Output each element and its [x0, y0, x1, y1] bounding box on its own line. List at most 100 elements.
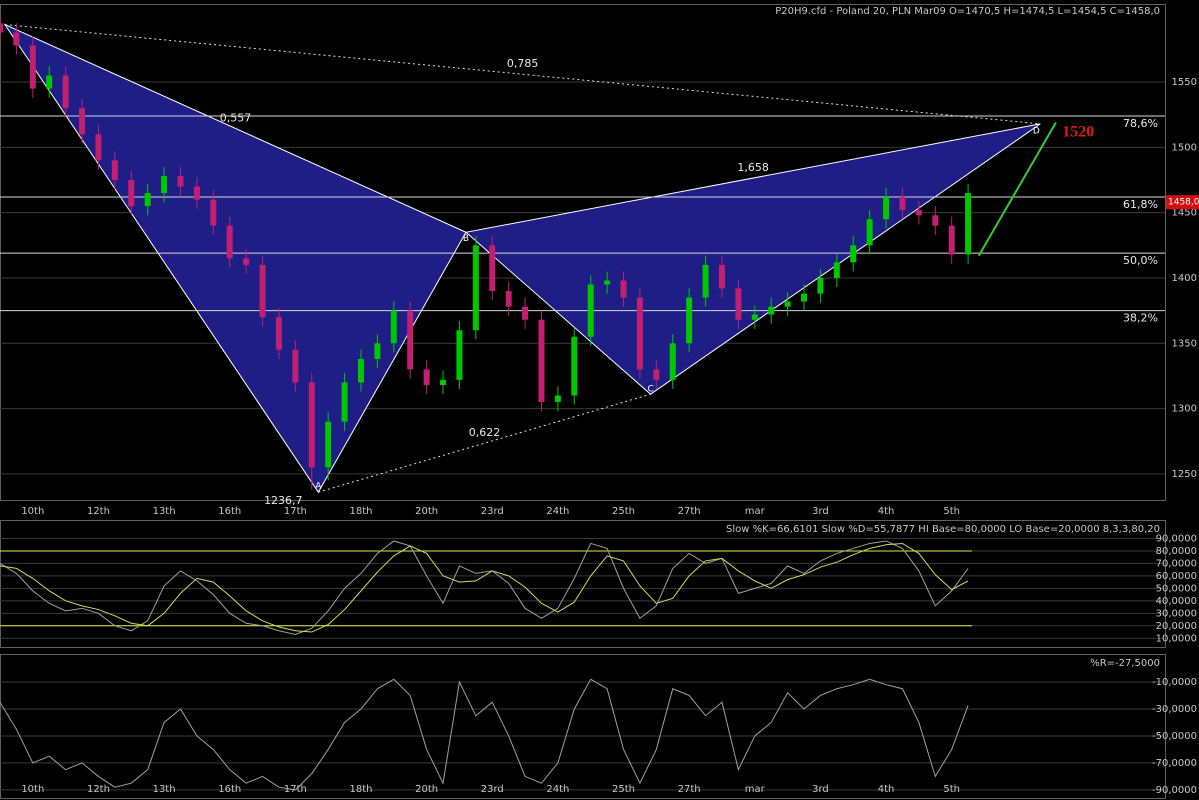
pattern-price-label: 1236,7 [264, 494, 303, 507]
candle-body [636, 297, 643, 370]
x-tick-label: mar [745, 784, 766, 795]
x-tick-label: 24th [546, 506, 569, 517]
candle-body [669, 343, 676, 380]
y-tick-label: 10,0000 [1156, 633, 1197, 644]
x-tick-label: 12th [87, 506, 110, 517]
candle-body [177, 176, 184, 187]
candle-body [489, 245, 496, 292]
candle-body [423, 369, 430, 386]
fib-label: 50,0% [1123, 254, 1158, 267]
candle-body [522, 306, 529, 320]
y-tick-label: 1550 [1172, 77, 1197, 88]
candle-body [587, 284, 594, 337]
y-tick-label: 90,0000 [1156, 533, 1197, 544]
x-tick-label: 18th [349, 784, 372, 795]
candle-body [850, 245, 857, 263]
last-price-tag [1166, 195, 1199, 210]
x-tick-label: 5th [943, 506, 960, 517]
candle-body [735, 288, 742, 320]
candle-body [292, 349, 299, 383]
indicator-line [0, 678, 969, 791]
candle-body [833, 262, 840, 278]
candle-body [702, 264, 709, 298]
y-tick-label: -30,0000 [1152, 704, 1197, 715]
x-tick-label: 17th [284, 506, 307, 517]
y-tick-label: -10,0000 [1152, 677, 1197, 688]
target-label: 1520 [1062, 124, 1094, 141]
candle-body [538, 319, 545, 403]
x-tick-label: 24th [546, 784, 569, 795]
y-tick-label: 1300 [1172, 404, 1197, 415]
x-tick-label: 20th [415, 784, 438, 795]
fib-label: 78,6% [1123, 117, 1158, 130]
panel-title: Slow %K=66,6101 Slow %D=55,7877 HI Base=… [726, 524, 1160, 535]
candle-body [751, 314, 758, 320]
y-tick-label: 20,0000 [1156, 621, 1197, 632]
x-tick-label: 23rd [481, 784, 504, 795]
fib-label: 38,2% [1123, 312, 1158, 325]
candle-body [718, 264, 725, 289]
x-tick-label: 13th [153, 784, 176, 795]
ratio-label: 1,658 [737, 161, 769, 174]
pattern-point-label: A [315, 482, 322, 492]
x-tick-label: 10th [21, 784, 44, 795]
panel-title: P20H9.cfd - Poland 20, PLN Mar09 O=1470,… [775, 6, 1160, 17]
candle-body [784, 301, 791, 307]
x-tick-label: 5th [943, 784, 960, 795]
candle-body [440, 379, 447, 386]
ratio-label: 0,557 [220, 111, 252, 124]
candle-body [95, 134, 102, 161]
candle-body [308, 382, 315, 468]
candle-body [210, 199, 217, 226]
candle-body [620, 280, 627, 298]
ratio-label: 0,785 [507, 57, 539, 70]
x-tick-label: 16th [218, 506, 241, 517]
trendline [977, 122, 1057, 257]
candle-body [193, 186, 200, 200]
candle-body [226, 225, 233, 259]
candle-body [817, 277, 824, 294]
candle-body [390, 310, 397, 344]
candle-body [768, 306, 775, 315]
candle-body [374, 343, 381, 359]
pattern-dotted-line [4, 24, 1041, 125]
candle-body [144, 193, 151, 207]
y-tick-label: 1250 [1172, 469, 1197, 480]
x-tick-label: 25th [612, 784, 635, 795]
candle-body [13, 32, 20, 46]
ratio-label: 0,622 [469, 426, 501, 439]
candle-body [29, 45, 36, 89]
x-tick-label: 10th [21, 506, 44, 517]
williams-panel [0, 654, 1166, 799]
pattern-point-label: D [1033, 126, 1040, 136]
candle-body [243, 258, 250, 265]
y-tick-label: 80,0000 [1156, 546, 1197, 557]
indicator-line [0, 540, 969, 636]
candle-body [259, 264, 266, 318]
x-tick-label: mar [745, 506, 766, 517]
y-tick-label: -50,0000 [1152, 731, 1197, 742]
y-tick-label: 1450 [1172, 208, 1197, 219]
y-tick-label: -70,0000 [1152, 758, 1197, 769]
candle-body [46, 75, 53, 89]
y-tick-label: 1500 [1172, 142, 1197, 153]
candle-body [62, 75, 69, 109]
indicator-line [0, 542, 969, 633]
y-tick-label: 30,0000 [1156, 608, 1197, 619]
y-tick-label: 1400 [1172, 273, 1197, 284]
y-tick-label: 50,0000 [1156, 583, 1197, 594]
x-tick-label: 4th [878, 506, 895, 517]
y-tick-label: -90,0000 [1152, 785, 1197, 796]
x-tick-label: 23rd [481, 506, 504, 517]
main-panel [0, 4, 1166, 501]
pattern-triangle [3, 23, 467, 494]
candle-body [161, 176, 168, 194]
stochastic-panel [0, 520, 1166, 648]
candle-body [932, 215, 939, 226]
y-tick-label: 60,0000 [1156, 571, 1197, 582]
x-tick-label: 27th [678, 784, 701, 795]
candle-body [325, 421, 332, 468]
y-tick-label: 70,0000 [1156, 558, 1197, 569]
last-price-label: 1458,0 [1168, 198, 1199, 208]
